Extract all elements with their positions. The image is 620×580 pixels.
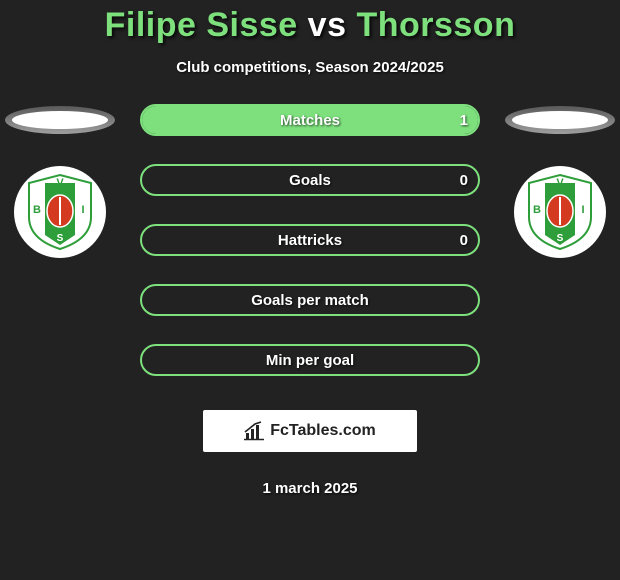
stat-bar: Goals 0 (140, 164, 480, 196)
stat-label: Matches (280, 112, 340, 129)
left-column: V B I S (0, 104, 120, 258)
svg-text:I: I (581, 204, 584, 216)
brand-text: FcTables.com (270, 422, 376, 440)
stat-value-right: 0 (460, 232, 468, 249)
title-player1: Filipe Sisse (105, 6, 298, 44)
stat-bar: Min per goal (140, 344, 480, 376)
stat-bar: Goals per match (140, 284, 480, 316)
ellipse-inner (512, 111, 608, 129)
player2-photo-placeholder (505, 106, 615, 134)
svg-text:V: V (56, 177, 64, 189)
svg-text:B: B (33, 204, 41, 216)
stat-label: Min per goal (266, 352, 354, 369)
chart-icon (244, 421, 266, 441)
player1-photo-placeholder (5, 106, 115, 134)
subtitle: Club competitions, Season 2024/2025 (176, 59, 444, 76)
stats-column: Matches 1 Goals 0 Hattricks 0 Goals per match M… (120, 104, 500, 497)
title-vs: vs (308, 6, 347, 44)
shield-icon: V B I S (23, 173, 97, 251)
svg-text:B: B (533, 204, 541, 216)
title-player2: Thorsson (356, 6, 515, 44)
stat-label: Goals per match (251, 292, 369, 309)
svg-text:S: S (557, 233, 564, 244)
player2-club-badge: V B I S (514, 166, 606, 258)
comparison-body: V B I S Matches 1 Goals 0 Hattricks 0 Goals pe… (0, 104, 620, 497)
date-label: 1 march 2025 (262, 480, 357, 497)
stat-bar: Hattricks 0 (140, 224, 480, 256)
stat-label: Goals (289, 172, 331, 189)
stat-value-right: 0 (460, 172, 468, 189)
ellipse-inner (12, 111, 108, 129)
right-column: V B I S (500, 104, 620, 258)
page-title: Filipe Sisse vs Thorsson (105, 6, 516, 45)
brand-box: FcTables.com (203, 410, 417, 452)
svg-text:I: I (81, 204, 84, 216)
player1-club-badge: V B I S (14, 166, 106, 258)
stat-bar: Matches 1 (140, 104, 480, 136)
stat-value-right: 1 (460, 112, 468, 129)
svg-text:V: V (556, 177, 564, 189)
stat-label: Hattricks (278, 232, 342, 249)
svg-text:S: S (57, 233, 64, 244)
shield-icon: V B I S (523, 173, 597, 251)
